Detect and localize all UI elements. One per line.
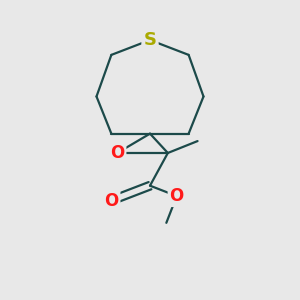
Text: S: S bbox=[143, 31, 157, 49]
Text: O: O bbox=[110, 144, 124, 162]
Text: O: O bbox=[104, 191, 118, 209]
Text: O: O bbox=[169, 187, 184, 205]
